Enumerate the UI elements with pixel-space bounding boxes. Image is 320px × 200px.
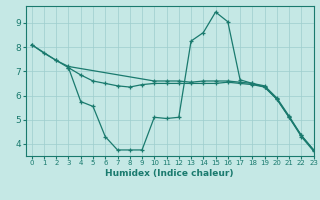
X-axis label: Humidex (Indice chaleur): Humidex (Indice chaleur) bbox=[105, 169, 234, 178]
